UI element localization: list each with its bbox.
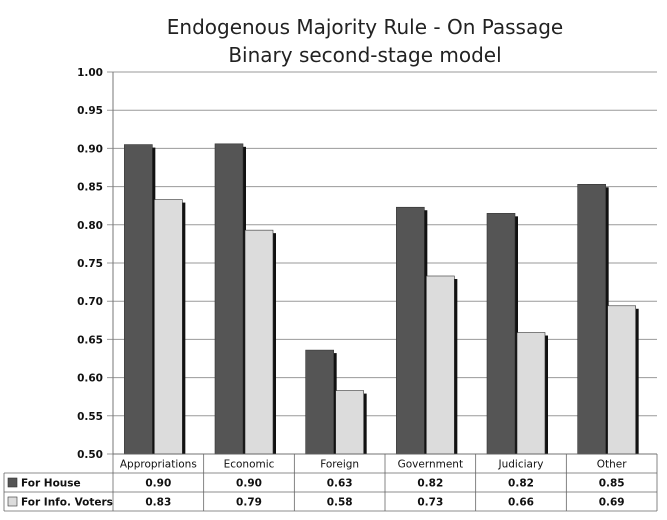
x-tick-label: Government (398, 459, 463, 471)
bar-house-government (396, 206, 425, 455)
bar-info-voters-appropriations (154, 199, 183, 455)
y-tick-label: 0.90 (77, 143, 103, 155)
legend-label: For House (21, 478, 81, 490)
y-tick-label: 0.80 (77, 220, 103, 232)
data-label: 0.85 (599, 478, 625, 490)
legend-swatch (7, 477, 18, 488)
data-label: 0.82 (508, 478, 534, 490)
y-tick-label: 0.65 (77, 334, 103, 346)
y-tick-label: 0.75 (77, 258, 103, 270)
y-tick-label: 0.85 (77, 182, 103, 194)
data-table: Appropriations Economic Foreign Government J… (3, 453, 658, 512)
bar-house-appropriations (124, 144, 153, 455)
data-label: 0.83 (145, 497, 171, 509)
chart-subtitle: Binary second-stage model (228, 43, 501, 67)
y-axis: 1.00 0.95 0.90 0.85 0.80 0.75 0.70 0.65 0.60 0.55… (77, 67, 114, 461)
data-label: 0.63 (327, 478, 353, 490)
data-label: 0.69 (599, 497, 625, 509)
data-label: 0.82 (417, 478, 443, 490)
gridlines (107, 71, 657, 455)
bar-info-voters-other (607, 305, 636, 455)
bar-info-voters-government (426, 275, 455, 455)
y-tick-label: 0.55 (77, 411, 103, 423)
y-tick-label: 0.95 (77, 105, 103, 117)
legend-swatch (7, 496, 18, 507)
bar-house-judiciary (486, 213, 516, 455)
y-tick-label: 0.70 (77, 296, 103, 308)
chart-title: Endogenous Majority Rule - On Passage (167, 15, 563, 39)
data-label: 0.73 (417, 497, 443, 509)
data-label: 0.66 (508, 497, 534, 509)
data-label: 0.58 (327, 497, 353, 509)
data-label: 0.90 (145, 478, 171, 490)
x-tick-label: Foreign (320, 459, 359, 471)
bar-info-voters-foreign (335, 390, 364, 455)
bar-info-voters-economic (244, 229, 274, 455)
x-tick-label: Economic (224, 459, 275, 471)
x-tick-label: Judiciary (498, 459, 544, 471)
x-tick-label: Other (597, 459, 627, 471)
x-tick-label: Appropriations (120, 459, 197, 471)
y-tick-label: 0.50 (77, 449, 103, 461)
bar-house-economic (214, 143, 244, 455)
bar-house-other (577, 184, 606, 455)
bar-house-foreign (305, 349, 334, 455)
y-tick-label: 1.00 (77, 67, 103, 79)
legend-label: For Info. Voters (21, 497, 113, 509)
data-label: 0.79 (236, 497, 262, 509)
bar-info-voters-judiciary (516, 332, 546, 455)
bars (124, 143, 639, 455)
data-label: 0.90 (236, 478, 262, 490)
y-tick-label: 0.60 (77, 373, 103, 385)
